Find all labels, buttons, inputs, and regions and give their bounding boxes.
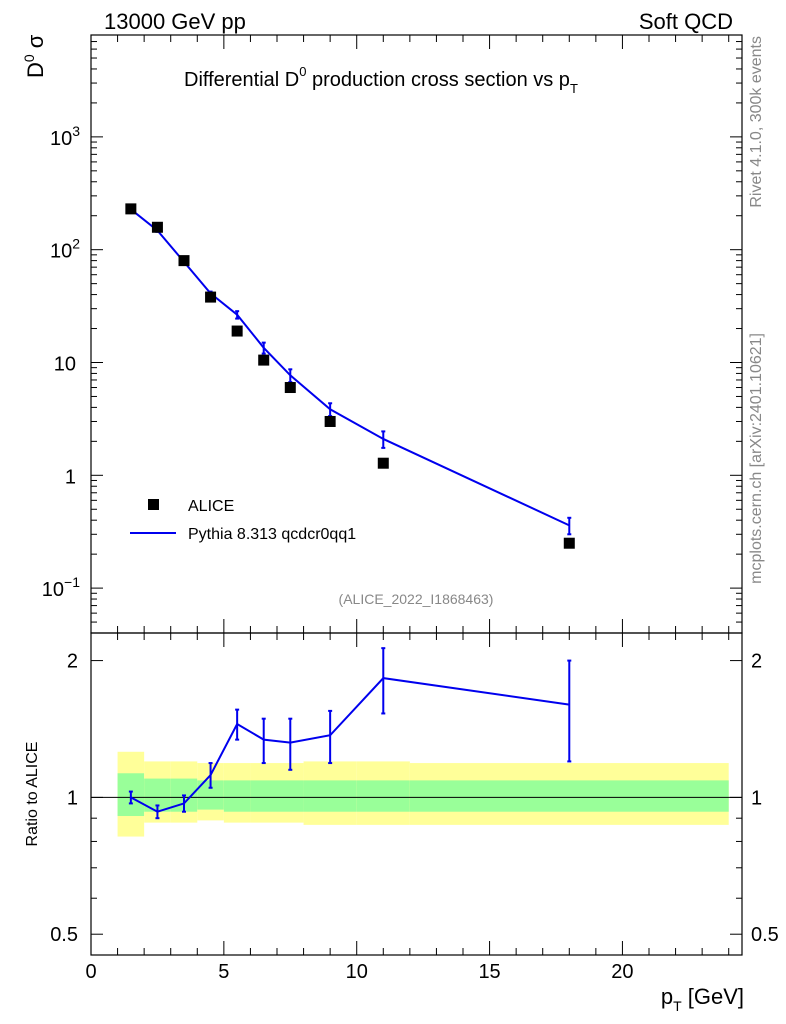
ratio-y-tick-label-left: 1: [67, 787, 78, 809]
ratio-x-ticks: 0 5 10 15 20: [85, 633, 730, 983]
ratio-mc-line: [130, 677, 570, 813]
main-x-ticks: [90, 35, 730, 633]
ratio-mc-series: [128, 647, 572, 820]
header-process: Soft QCD: [639, 9, 733, 34]
legend-data-marker: [148, 499, 159, 510]
mcplots-credit-label: mcplots.cern.ch [arXiv:2401.10621]: [748, 333, 765, 584]
main-mc-line: [130, 208, 570, 527]
main-data-point: [284, 382, 296, 394]
ratio-band-inner: [356, 780, 410, 812]
analysis-id-label: (ALICE_2022_I1868463): [339, 591, 494, 607]
x-tick-label: 20: [611, 961, 633, 983]
ratio-band-inner: [409, 780, 729, 812]
legend-data-label: ALICE: [188, 498, 234, 515]
ratio-band-inner: [277, 780, 304, 812]
main-y-axis-label-d: D: [23, 62, 48, 78]
x-tick-label: 10: [346, 961, 368, 983]
ratio-y-tick-label-right: 0.5: [751, 924, 779, 946]
main-data-point: [324, 415, 336, 427]
header-beam-energy: 13000 GeV pp: [104, 9, 246, 34]
main-y-tick-label: 103: [50, 123, 80, 150]
ratio-panel-frame: [90, 632, 743, 956]
main-data-point: [377, 457, 389, 469]
ratio-y-ticks: 0.5 0.5 1 1 2 2: [50, 651, 779, 947]
x-tick-label: 0: [85, 961, 96, 983]
main-mc-series: [128, 207, 572, 536]
rivet-version-label: Rivet 4.1.0, 300k events: [748, 36, 765, 208]
main-y-tick-label: 10: [54, 353, 76, 375]
main-y-tick-label: 102: [50, 236, 80, 263]
ratio-y-tick-label-right: 2: [751, 651, 762, 673]
ratio-y-tick-label-right: 1: [751, 787, 762, 809]
main-data-point: [231, 325, 243, 337]
main-data-point: [151, 221, 163, 233]
legend-mc-label: Pythia 8.313 qcdcr0qq1: [188, 526, 356, 543]
ratio-uncertainty-bands: [117, 751, 729, 837]
main-data-point: [125, 203, 137, 215]
main-y-ticks: 10−1 1 10 102 103: [42, 34, 742, 634]
legend: ALICE Pythia 8.313 qcdcr0qq1: [130, 498, 356, 543]
ratio-y-axis-label: Ratio to ALICE: [24, 742, 41, 847]
main-y-axis-label-sigma: σ: [23, 34, 48, 54]
main-y-axis-label: D0 σ: [21, 34, 48, 78]
main-data-point: [563, 537, 575, 549]
x-axis-label: pT [GeV]: [661, 984, 744, 1014]
ratio-band-inner: [303, 780, 357, 812]
main-data-point: [258, 354, 270, 366]
main-y-tick-label: 10−1: [42, 574, 80, 601]
main-panel: 10−1 1 10 102 103 D0 σ Differential D0 produ…: [21, 34, 743, 634]
x-tick-label: 15: [478, 961, 500, 983]
x-tick-label: 5: [218, 961, 229, 983]
main-data-point: [205, 291, 217, 303]
main-plot-title: Differential D0 production cross section…: [184, 64, 578, 96]
main-panel-frame: [90, 34, 743, 634]
main-y-axis-label-sup: 0: [21, 54, 37, 62]
main-data-series: [125, 203, 575, 549]
main-data-point: [178, 255, 190, 267]
ratio-panel: 0.5 0.5 1 1 2 2 0 5 10 15 20 Ratio to ALICE pT [G…: [24, 632, 779, 1014]
ratio-band-inner: [250, 780, 277, 812]
ratio-y-tick-label-left: 2: [67, 651, 78, 673]
main-y-tick-label: 1: [65, 466, 76, 488]
ratio-y-tick-label-left: 0.5: [50, 924, 78, 946]
ratio-band-inner: [223, 780, 251, 812]
